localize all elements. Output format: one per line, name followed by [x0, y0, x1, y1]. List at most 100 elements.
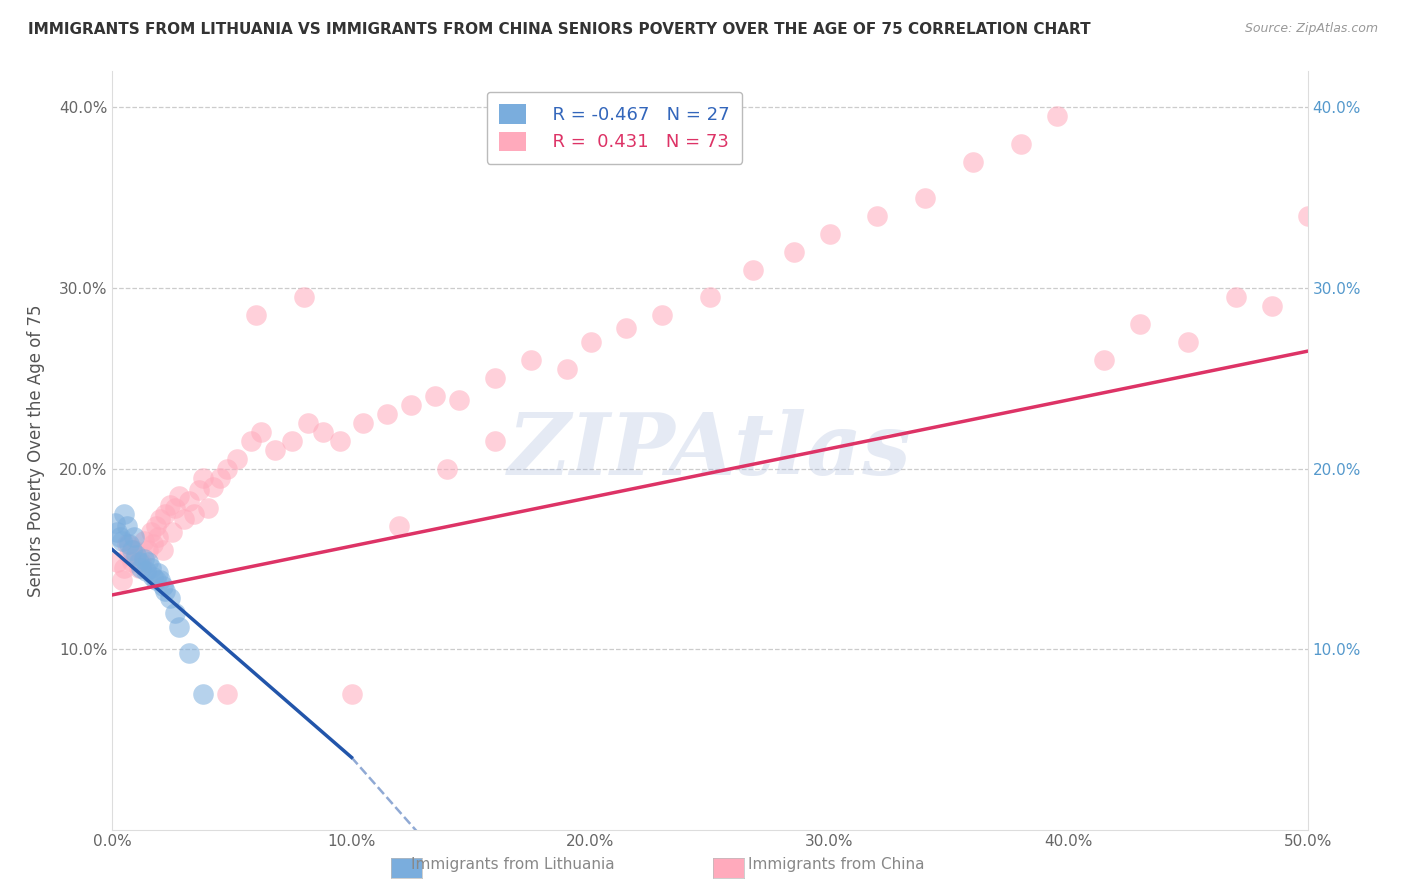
Legend:   R = -0.467   N = 27,   R =  0.431   N = 73: R = -0.467 N = 27, R = 0.431 N = 73: [486, 92, 742, 164]
Point: [169, 489, 191, 503]
Point: [115, 537, 138, 551]
Point: [264, 443, 287, 458]
Point: [1094, 353, 1116, 368]
Point: [159, 591, 181, 606]
Point: [122, 542, 145, 557]
Point: [146, 530, 169, 544]
Point: [217, 461, 239, 475]
Point: [1010, 136, 1032, 151]
Point: [135, 565, 157, 579]
Point: [152, 542, 174, 557]
Point: [128, 561, 150, 575]
Point: [914, 191, 936, 205]
Point: [225, 452, 247, 467]
Point: [142, 537, 165, 551]
Point: [163, 501, 186, 516]
Point: [484, 371, 506, 385]
Point: [1225, 290, 1247, 304]
Point: [125, 548, 148, 562]
Point: [146, 566, 169, 581]
Point: [162, 524, 183, 539]
Point: [281, 434, 304, 449]
Y-axis label: Seniors Poverty Over the Age of 75: Seniors Poverty Over the Age of 75: [27, 304, 45, 597]
Text: IMMIGRANTS FROM LITHUANIA VS IMMIGRANTS FROM CHINA SENIORS POVERTY OVER THE AGE : IMMIGRANTS FROM LITHUANIA VS IMMIGRANTS …: [28, 22, 1091, 37]
Point: [169, 620, 191, 634]
Point: [292, 290, 315, 304]
Point: [163, 606, 186, 620]
Point: [1129, 317, 1152, 331]
Point: [193, 470, 215, 484]
Point: [425, 389, 447, 403]
Point: [149, 574, 172, 588]
Point: [579, 335, 602, 350]
Point: [555, 362, 578, 376]
Point: [105, 555, 128, 569]
Point: [125, 551, 148, 566]
Point: [183, 507, 205, 521]
Text: Immigrants from China: Immigrants from China: [748, 857, 925, 872]
Point: [138, 542, 160, 557]
Point: [138, 555, 160, 569]
Point: [197, 501, 219, 516]
Text: ZIPAtlas: ZIPAtlas: [508, 409, 912, 492]
Point: [132, 551, 155, 566]
Point: [139, 524, 162, 539]
Text: Source: ZipAtlas.com: Source: ZipAtlas.com: [1244, 22, 1378, 36]
Point: [245, 308, 267, 322]
Point: [520, 353, 543, 368]
Point: [105, 524, 128, 539]
Point: [115, 519, 138, 533]
Point: [217, 687, 239, 701]
Point: [297, 417, 319, 431]
Point: [388, 519, 411, 533]
Point: [447, 392, 470, 407]
Point: [201, 479, 224, 493]
Point: [312, 425, 335, 440]
Point: [377, 408, 399, 422]
Point: [818, 227, 841, 241]
Point: [484, 434, 506, 449]
Point: [209, 470, 232, 484]
Point: [249, 425, 271, 440]
Point: [1046, 110, 1069, 124]
Point: [340, 687, 363, 701]
Point: [193, 687, 215, 701]
Point: [139, 561, 162, 575]
Point: [866, 209, 889, 223]
Point: [651, 308, 673, 322]
Text: Immigrants from Lithuania: Immigrants from Lithuania: [412, 857, 614, 872]
Point: [114, 507, 135, 521]
Point: [128, 555, 150, 569]
Point: [111, 574, 134, 588]
Point: [616, 320, 638, 334]
Point: [104, 516, 127, 530]
Point: [122, 530, 145, 544]
Point: [142, 570, 165, 584]
Point: [111, 533, 134, 548]
Point: [782, 244, 804, 259]
Point: [108, 530, 131, 544]
Point: [699, 290, 721, 304]
Point: [401, 398, 423, 412]
Point: [129, 561, 152, 575]
Point: [121, 555, 143, 569]
Point: [153, 507, 176, 521]
Point: [187, 483, 209, 498]
Point: [114, 561, 135, 575]
Point: [177, 494, 200, 508]
Point: [329, 434, 352, 449]
Point: [153, 584, 176, 599]
Point: [1296, 209, 1319, 223]
Point: [436, 461, 458, 475]
Point: [118, 537, 141, 551]
Point: [1261, 299, 1284, 313]
Point: [173, 512, 195, 526]
Point: [129, 555, 152, 569]
Point: [1177, 335, 1199, 350]
Point: [145, 519, 167, 533]
Point: [132, 533, 155, 548]
Point: [145, 574, 167, 588]
Point: [118, 548, 141, 562]
Point: [177, 646, 200, 660]
Point: [962, 154, 984, 169]
